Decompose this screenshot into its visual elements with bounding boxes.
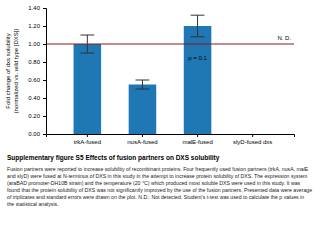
y-tick-mark	[43, 8, 46, 9]
error-bar	[197, 15, 198, 37]
caption-line: (araBAD promoter-DH10B strain) and the t…	[7, 180, 301, 186]
y-tick-mark	[43, 134, 46, 135]
annotation: p = 0.1	[188, 55, 207, 61]
x-axis-line	[47, 135, 295, 138]
error-bar-cap	[136, 89, 150, 90]
x-tick: trkA-fused	[74, 134, 101, 145]
y-tick: 1.20	[28, 23, 46, 29]
caption-line: of triplicates and standard errors were …	[7, 194, 304, 200]
bar	[129, 85, 157, 135]
x-tick-label: slyD-fused dxs	[233, 139, 272, 145]
y-tick: 1.40	[28, 5, 46, 11]
error-bar-cap	[80, 35, 94, 36]
y-tick-label: 0.00	[28, 131, 40, 137]
bar	[239, 134, 267, 135]
x-tick: slyD-fused dxs	[233, 134, 272, 145]
y-axis-title-line: (normalized vs. wild type [DXS])	[13, 28, 19, 113]
chart-container: 0.00 0.20 0.40 0.60 0.80 1.00 1.20 1.40 trkA-fus…	[0, 0, 320, 240]
caption-line: found that the protein solubility of DXS…	[7, 187, 312, 193]
y-tick: 0.40	[28, 95, 46, 101]
error-bar-cap	[191, 36, 205, 37]
y-tick: 0.60	[28, 77, 46, 83]
caption-line: and slyD) were fused at N-terminus of DX…	[7, 173, 307, 179]
y-tick: 0.00	[28, 131, 46, 137]
y-tick-mark	[43, 26, 46, 27]
caption-line: Fusion partners were reported to increas…	[7, 166, 309, 172]
y-tick: 0.80	[28, 59, 46, 65]
y-tick-mark	[43, 116, 46, 117]
x-tick-mark	[87, 134, 88, 137]
annotation: N. D.	[277, 35, 291, 41]
error-bar-cap	[191, 15, 205, 16]
error-bar	[142, 80, 143, 89]
x-tick-mark	[252, 134, 253, 137]
y-tick: 1.00	[28, 41, 46, 47]
y-tick-label: 1.40	[28, 5, 40, 11]
caption-line: the statistical analysis.	[7, 201, 59, 207]
y-axis-title: Fold change of dxs solubility(normalized…	[5, 28, 19, 113]
y-tick-label: 0.40	[28, 95, 40, 101]
plot-area	[46, 15, 294, 134]
y-axis-title-line: Fold change of dxs solubility	[5, 33, 11, 108]
chart-svg: 0.00 0.20 0.40 0.60 0.80 1.00 1.20 1.40 trkA-fus…	[0, 0, 320, 240]
y-tick: 0.20	[28, 113, 46, 119]
y-tick-label: 0.80	[28, 59, 40, 65]
x-tick-label: trkA-fused	[74, 139, 101, 145]
x-tick-label: malE-fused	[182, 139, 212, 145]
y-tick-label: 0.20	[28, 113, 40, 119]
x-tick-mark	[142, 134, 143, 137]
error-bar-cap	[136, 80, 150, 81]
y-tick-label: 1.00	[28, 41, 40, 47]
bar	[74, 44, 102, 134]
title: Supplementary figure S5 Effects of fusio…	[7, 154, 220, 162]
y-tick-label: 1.20	[28, 23, 40, 29]
x-tick: nusA-fused	[127, 134, 157, 145]
y-tick-mark	[43, 62, 46, 63]
y-axis: 0.00 0.20 0.40 0.60 0.80 1.00 1.20 1.40	[28, 5, 46, 137]
bar	[184, 26, 212, 134]
y-tick-mark	[43, 98, 46, 99]
y-tick-label: 0.60	[28, 77, 40, 83]
x-axis: trkA-fused nusA-fused malE-fused slyD-fused…	[47, 134, 295, 145]
caption: Fusion partners were reported to increas…	[7, 166, 312, 207]
error-bars	[80, 15, 252, 134]
x-tick-mark	[197, 134, 198, 137]
y-tick-mark	[43, 44, 46, 45]
y-axis-line	[43, 9, 47, 135]
x-tick-label: nusA-fused	[127, 139, 157, 145]
y-tick-mark	[43, 80, 46, 81]
reference-line	[46, 44, 294, 45]
x-tick: malE-fused	[182, 134, 212, 145]
error-bar-cap	[80, 53, 94, 54]
